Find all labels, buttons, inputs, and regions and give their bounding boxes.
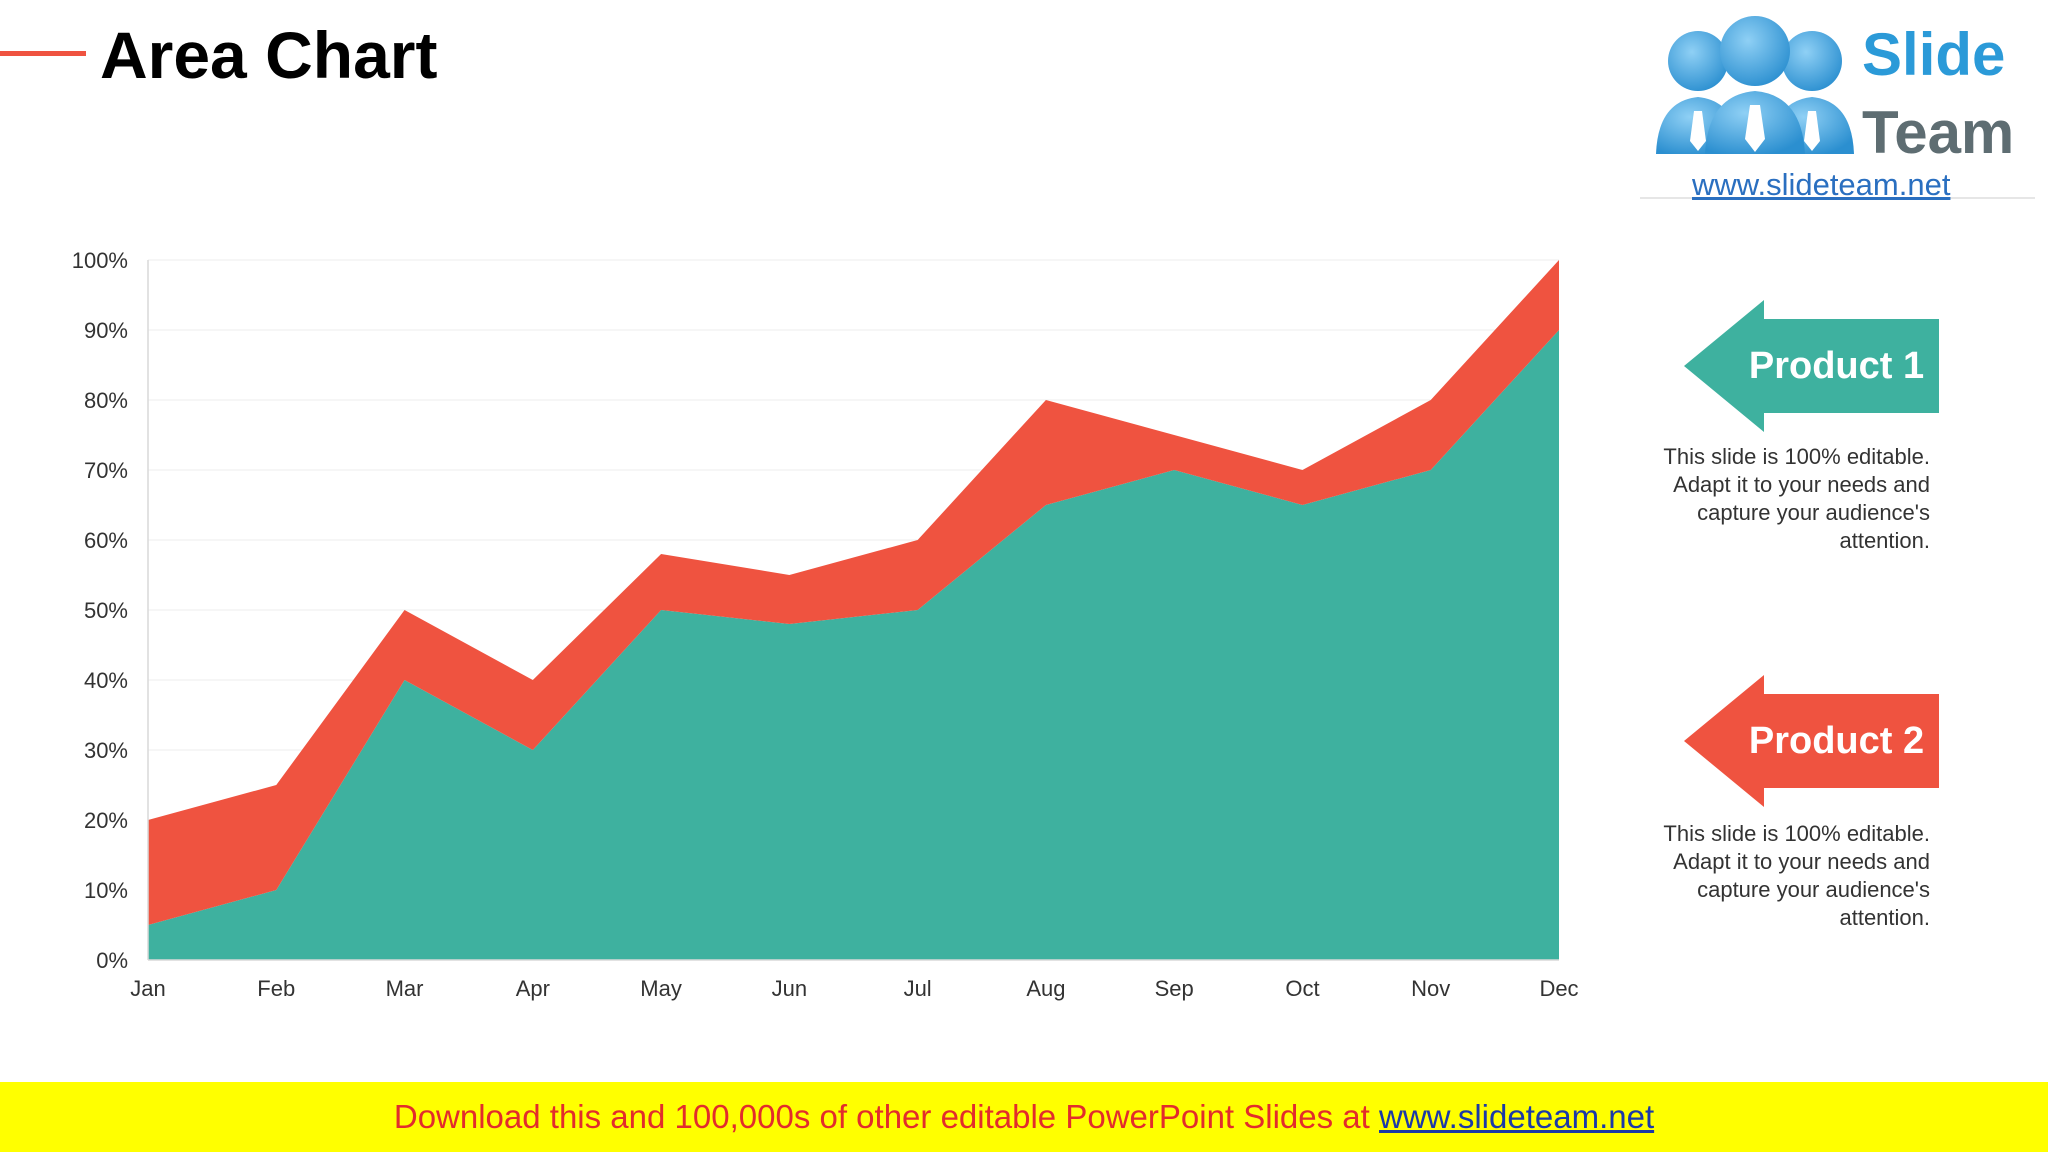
- x-tick-label: May: [640, 976, 682, 1001]
- footer-banner: Download this and 100,000s of other edit…: [0, 1082, 2048, 1152]
- y-tick-label: 30%: [84, 738, 128, 763]
- area-series-2: [148, 260, 1559, 925]
- footer-link[interactable]: www.slideteam.net: [1379, 1098, 1655, 1135]
- x-tick-label: Nov: [1411, 976, 1450, 1001]
- x-tick-label: Mar: [386, 976, 424, 1001]
- x-tick-label: Dec: [1539, 976, 1578, 1001]
- chart-tick-labels: 0% 10% 20% 30% 40% 50% 60% 70% 80% 90% 100% Jan Feb M…: [72, 248, 1579, 1001]
- left-arrow-icon: [1684, 300, 1939, 432]
- y-tick-label: 60%: [84, 528, 128, 553]
- logo-word-team: Team: [1862, 99, 2015, 166]
- chart-areas: [148, 260, 1559, 960]
- x-tick-label: Feb: [257, 976, 295, 1001]
- title-accent-line: [0, 51, 86, 56]
- y-tick-label: 20%: [84, 808, 128, 833]
- legend-label-product-1: Product 1: [1748, 345, 1925, 387]
- x-tick-label: Oct: [1285, 976, 1319, 1001]
- y-tick-label: 10%: [84, 878, 128, 903]
- slide-title: Area Chart: [100, 18, 438, 92]
- logo-word-slide: Slide: [1862, 21, 2006, 88]
- x-tick-label: Sep: [1155, 976, 1194, 1001]
- x-tick-label: Apr: [516, 976, 550, 1001]
- area-series-1: [148, 330, 1559, 960]
- legend-description-product-1: This slide is 100% editable. Adapt it to…: [1663, 444, 1930, 553]
- people-icon: [1656, 16, 1854, 154]
- chart-axes: [147, 260, 1559, 961]
- y-tick-label: 80%: [84, 388, 128, 413]
- y-tick-label: 90%: [84, 318, 128, 343]
- logo-url-link[interactable]: www.slideteam.net: [1692, 167, 1951, 202]
- y-tick-label: 40%: [84, 668, 128, 693]
- legend-arrow-product-1: Product 1: [1684, 300, 1939, 432]
- x-tick-label: Jun: [772, 976, 807, 1001]
- left-arrow-icon: [1684, 675, 1939, 807]
- footer-text: Download this and 100,000s of other edit…: [393, 1098, 1370, 1135]
- legend-label-product-2: Product 2: [1748, 720, 1925, 762]
- x-tick-label: Jul: [904, 976, 932, 1001]
- slideteam-logo[interactable]: Slide Team www.slideteam.net: [1640, 5, 2035, 202]
- y-tick-label: 50%: [84, 598, 128, 623]
- x-tick-label: Jan: [130, 976, 165, 1001]
- legend-arrow-product-2: Product 2: [1684, 675, 1939, 807]
- x-tick-label: Aug: [1026, 976, 1065, 1001]
- y-tick-label: 70%: [84, 458, 128, 483]
- area-chart: 0% 10% 20% 30% 40% 50% 60% 70% 80% 90% 100% Jan Feb M…: [72, 248, 1579, 1001]
- y-tick-label: 0%: [96, 948, 128, 973]
- legend-description-product-2: This slide is 100% editable. Adapt it to…: [1663, 821, 1930, 930]
- y-tick-label: 100%: [72, 248, 128, 273]
